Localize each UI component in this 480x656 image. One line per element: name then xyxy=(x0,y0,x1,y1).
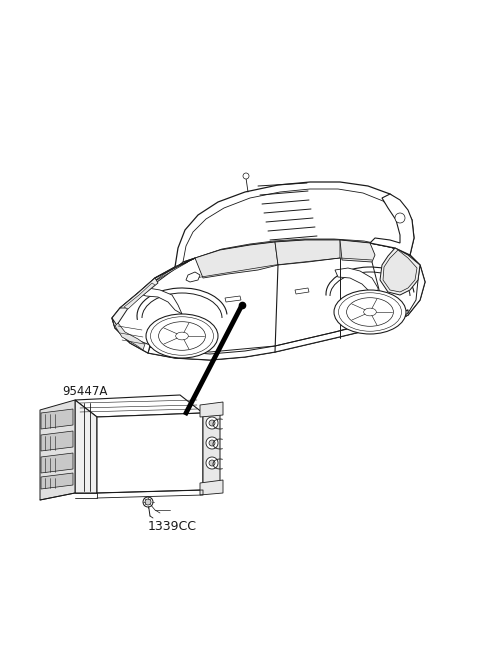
Polygon shape xyxy=(138,258,195,295)
Polygon shape xyxy=(148,310,408,360)
Polygon shape xyxy=(370,194,414,255)
Text: 1339CC: 1339CC xyxy=(148,520,197,533)
Circle shape xyxy=(206,437,218,449)
Polygon shape xyxy=(41,431,73,451)
Circle shape xyxy=(143,497,153,507)
Polygon shape xyxy=(186,272,200,282)
Polygon shape xyxy=(112,318,150,353)
Polygon shape xyxy=(340,240,375,262)
Polygon shape xyxy=(41,473,73,489)
Polygon shape xyxy=(120,278,158,308)
Polygon shape xyxy=(380,248,420,295)
Ellipse shape xyxy=(146,314,218,358)
Polygon shape xyxy=(275,240,340,265)
Polygon shape xyxy=(124,283,155,309)
Polygon shape xyxy=(200,402,223,417)
Polygon shape xyxy=(41,453,73,473)
Ellipse shape xyxy=(334,290,406,334)
Ellipse shape xyxy=(158,321,205,350)
Polygon shape xyxy=(142,262,188,293)
Polygon shape xyxy=(335,268,378,297)
Polygon shape xyxy=(75,395,203,417)
Polygon shape xyxy=(200,480,223,495)
Circle shape xyxy=(206,457,218,469)
Text: 95447A: 95447A xyxy=(62,385,108,398)
Polygon shape xyxy=(383,250,417,292)
Polygon shape xyxy=(41,409,73,429)
Ellipse shape xyxy=(347,298,394,326)
Ellipse shape xyxy=(176,332,188,340)
Circle shape xyxy=(206,417,218,429)
Polygon shape xyxy=(112,293,138,328)
Polygon shape xyxy=(225,296,241,302)
Polygon shape xyxy=(75,400,97,493)
Polygon shape xyxy=(195,242,278,278)
Ellipse shape xyxy=(151,317,214,356)
Polygon shape xyxy=(40,400,75,500)
Circle shape xyxy=(145,499,151,505)
Polygon shape xyxy=(175,182,414,267)
Polygon shape xyxy=(97,413,203,493)
Polygon shape xyxy=(138,288,182,314)
Polygon shape xyxy=(115,323,145,350)
Polygon shape xyxy=(203,410,220,490)
Circle shape xyxy=(243,173,249,179)
Ellipse shape xyxy=(338,293,401,331)
Polygon shape xyxy=(112,240,425,360)
Polygon shape xyxy=(183,189,404,262)
Circle shape xyxy=(209,420,215,426)
Circle shape xyxy=(395,213,405,223)
Ellipse shape xyxy=(364,308,376,316)
Circle shape xyxy=(209,440,215,446)
Polygon shape xyxy=(295,288,309,294)
Polygon shape xyxy=(388,265,425,325)
Circle shape xyxy=(209,460,215,466)
